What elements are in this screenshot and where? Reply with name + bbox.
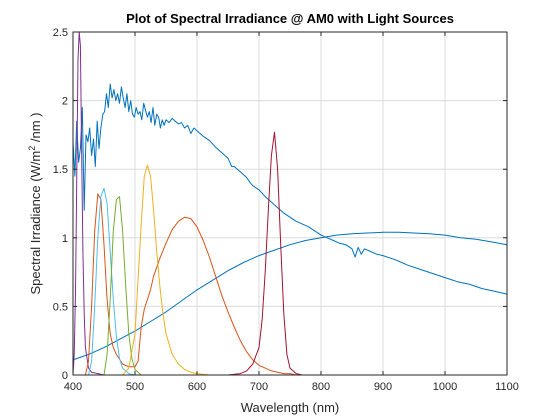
series-line-6 — [122, 164, 259, 376]
series-line-4 — [88, 187, 136, 376]
x-tick-label: 1000 — [433, 381, 457, 393]
x-tick-label: 700 — [250, 381, 268, 393]
series-line-2 — [72, 31, 105, 376]
series-line-5 — [103, 196, 142, 376]
y-axis-label-superscript: 2 — [27, 146, 37, 151]
x-tick-label: 400 — [64, 381, 82, 393]
series-line-0 — [72, 83, 508, 295]
y-tick-label: 0.5 — [53, 301, 68, 313]
series-line-1 — [72, 231, 508, 361]
y-tick-label: 1.5 — [53, 164, 68, 176]
grid-lines — [72, 31, 508, 376]
y-axis-label-main: Spectral Irradiance (W/m — [28, 151, 43, 295]
x-tick-label: 1100 — [495, 381, 519, 393]
x-tick-label: 500 — [126, 381, 144, 393]
y-tick-label: 0 — [62, 370, 68, 382]
x-tick-label: 600 — [188, 381, 206, 393]
tick-labels: 400 500 600 700 800 900 1000 1100 0 0.5 1 1.5 2 2.5 — [53, 27, 519, 393]
y-axis-label: Spectral Irradiance (W/m2 /nm ) — [27, 112, 43, 294]
y-tick-label: 2 — [62, 96, 68, 108]
y-axis-label-end: /nm ) — [28, 112, 43, 145]
y-tick-label: 2.5 — [53, 27, 68, 39]
series-lines — [72, 31, 508, 376]
series-line-7 — [227, 131, 315, 376]
series-line-3 — [84, 193, 309, 376]
x-tick-label: 900 — [374, 381, 392, 393]
chart-title: Plot of Spectral Irradiance @ AM0 with L… — [126, 11, 454, 26]
x-axis-label: Wavelength (nm) — [241, 400, 340, 415]
plot-frame — [72, 31, 508, 376]
y-tick-label: 1 — [62, 233, 68, 245]
x-tick-label: 800 — [312, 381, 330, 393]
